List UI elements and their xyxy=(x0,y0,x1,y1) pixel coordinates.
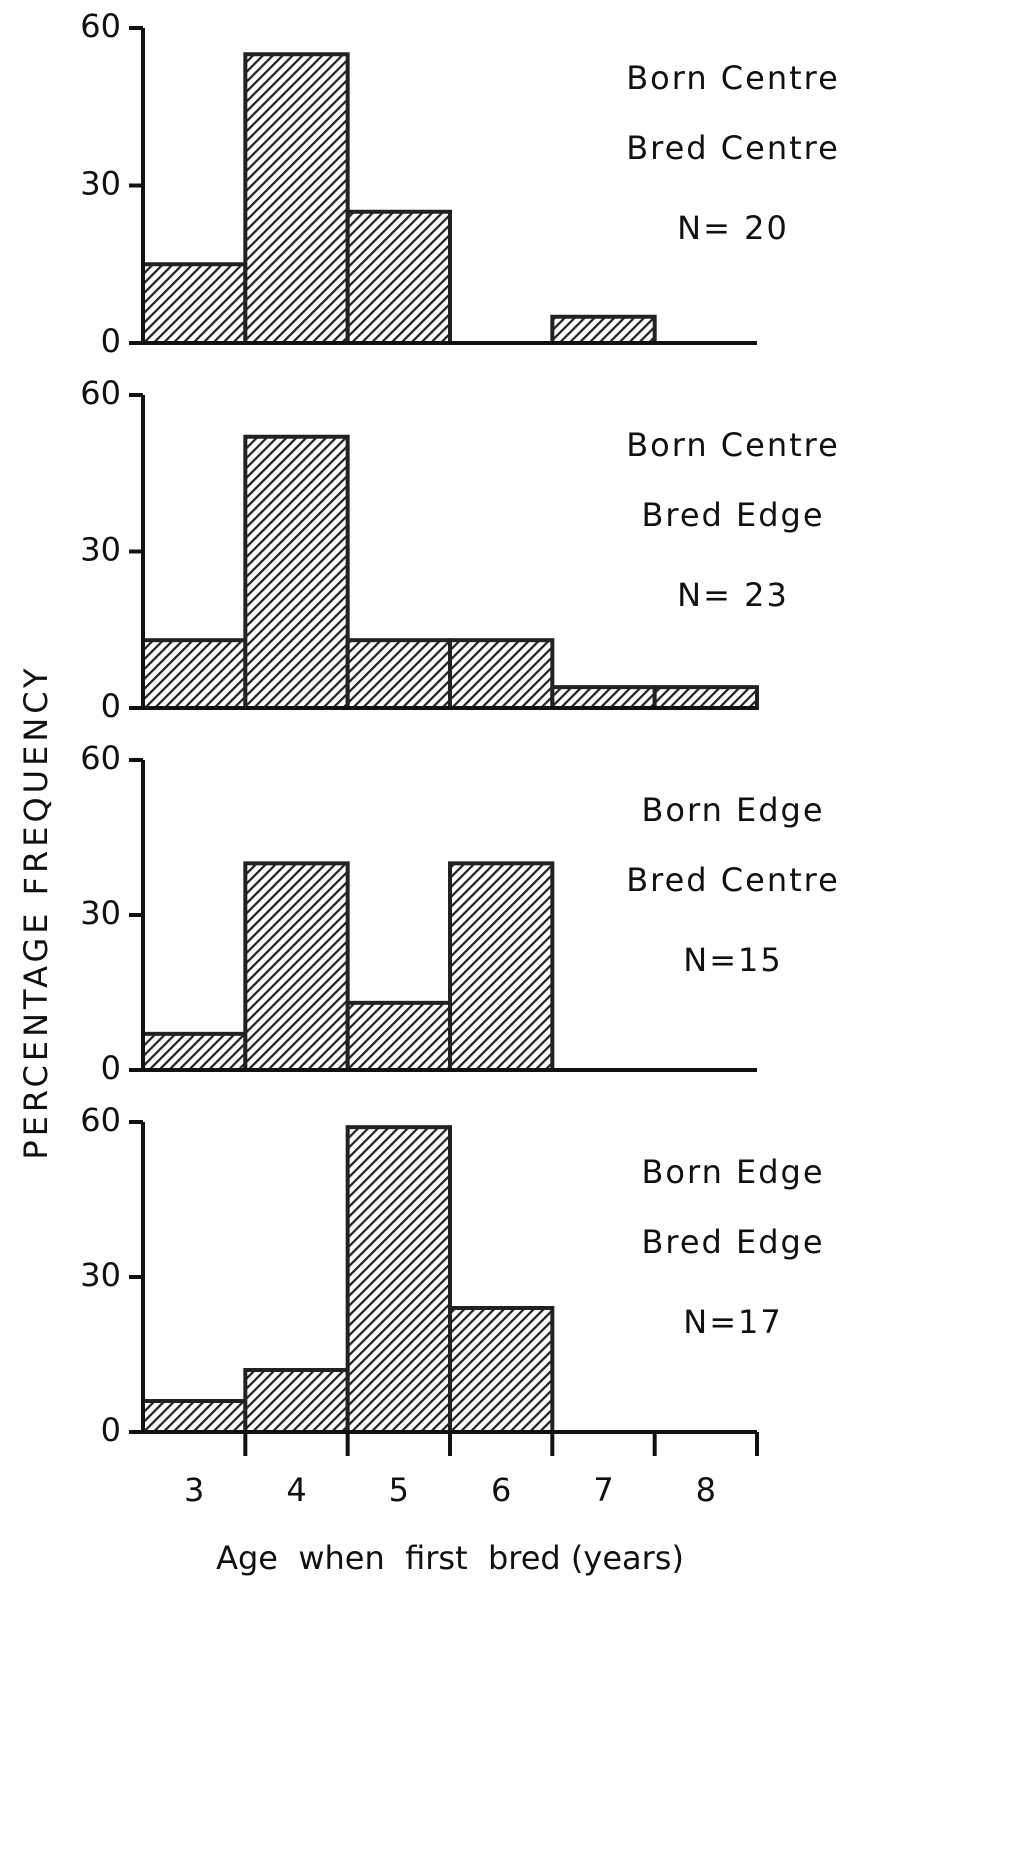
bar xyxy=(345,638,452,711)
y-tick-label: 60 xyxy=(80,7,121,45)
bar xyxy=(652,685,760,711)
annotation: Bred Centre xyxy=(626,129,840,167)
y-tick-label: 30 xyxy=(80,165,121,203)
bar xyxy=(141,638,248,711)
annotation: Born Edge xyxy=(641,791,824,829)
x-tick-label: 3 xyxy=(184,1471,204,1509)
annotation: N=17 xyxy=(683,1303,782,1341)
x-tick-label: 8 xyxy=(696,1471,716,1509)
annotation: Bred Edge xyxy=(641,1223,824,1261)
bar xyxy=(448,638,555,711)
y-tick-label: 30 xyxy=(80,1256,121,1294)
annotation: N=15 xyxy=(683,941,782,979)
annotation: N= 23 xyxy=(677,576,789,614)
x-axis-label: Age when first bred (years) xyxy=(216,1539,684,1577)
annotation: Born Centre xyxy=(626,426,840,464)
y-tick-label: 60 xyxy=(80,1101,121,1139)
bar xyxy=(345,1125,452,1434)
bar xyxy=(243,861,350,1072)
bar xyxy=(550,314,657,345)
bar xyxy=(141,262,248,345)
x-tick-label: 5 xyxy=(389,1471,409,1509)
y-tick-label: 30 xyxy=(80,894,121,932)
bar xyxy=(550,685,657,711)
annotation: N= 20 xyxy=(677,209,789,247)
y-tick-label: 60 xyxy=(80,739,121,777)
x-tick-label: 4 xyxy=(286,1471,306,1509)
x-tick-label: 6 xyxy=(491,1471,511,1509)
bar xyxy=(448,861,555,1072)
y-tick-label: 0 xyxy=(101,687,121,725)
bar xyxy=(243,434,350,710)
bar xyxy=(243,52,350,345)
annotation: Born Centre xyxy=(626,59,840,97)
bar xyxy=(448,1306,555,1434)
annotation: Bred Edge xyxy=(641,496,824,534)
y-axis-label: PERCENTAGE FREQUENCY xyxy=(17,664,55,1159)
y-tick-label: 30 xyxy=(80,531,121,569)
y-tick-label: 60 xyxy=(80,374,121,412)
bar xyxy=(345,1000,452,1072)
y-tick-label: 0 xyxy=(101,1049,121,1087)
bar xyxy=(141,1031,248,1073)
annotation: Born Edge xyxy=(641,1153,824,1191)
y-tick-label: 0 xyxy=(101,322,121,360)
bar xyxy=(243,1368,350,1434)
x-tick-label: 7 xyxy=(593,1471,613,1509)
bar xyxy=(345,209,452,345)
y-tick-label: 0 xyxy=(101,1411,121,1449)
annotation: Bred Centre xyxy=(626,861,840,899)
bar xyxy=(141,1399,248,1434)
